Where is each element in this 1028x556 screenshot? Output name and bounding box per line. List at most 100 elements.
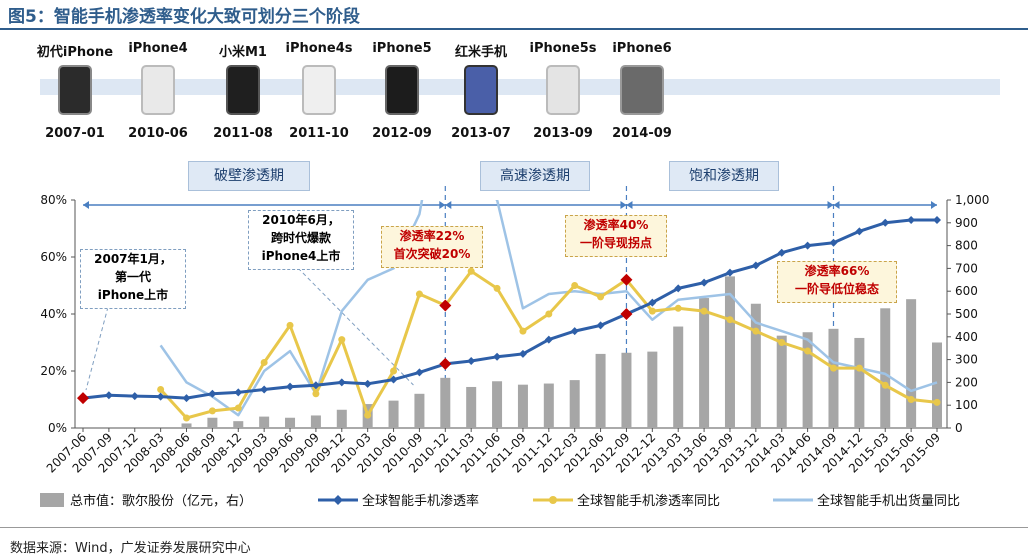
penetration-point bbox=[415, 368, 424, 377]
bar bbox=[388, 400, 399, 428]
phone-date: 2012-09 bbox=[372, 126, 432, 141]
y-right-tick-label: 0 bbox=[955, 421, 963, 435]
penetration-point bbox=[311, 381, 320, 390]
annotation-note: 2007年1月， 第一代 iPhone上市 bbox=[80, 249, 186, 309]
legend-item: 总市值：歌尔股份（亿元，右） bbox=[40, 490, 252, 509]
bar bbox=[336, 409, 347, 428]
legend-swatch-line bbox=[773, 498, 813, 501]
penetration-point bbox=[777, 248, 786, 257]
phone-date: 2014-09 bbox=[612, 126, 672, 141]
penetration-point bbox=[907, 215, 916, 224]
penetration-yoy-point bbox=[907, 396, 915, 403]
phone-item: 红米手机 2013-07 bbox=[439, 41, 523, 141]
shipment-yoy-line bbox=[159, 200, 938, 417]
penetration-point bbox=[674, 284, 683, 293]
penetration-yoy-point bbox=[415, 290, 423, 298]
bar bbox=[492, 381, 503, 428]
bar bbox=[880, 308, 891, 428]
penetration-yoy-point bbox=[157, 386, 165, 394]
legend-item: 全球智能手机渗透率同比 bbox=[533, 490, 720, 509]
bar bbox=[569, 380, 580, 428]
phase-arrowhead bbox=[827, 201, 834, 209]
note-line: 2010年6月， bbox=[262, 213, 340, 227]
phone-name: iPhone5 bbox=[372, 41, 432, 56]
phone-name: iPhone6 bbox=[612, 41, 672, 56]
y-left-tick-label: 80% bbox=[40, 193, 67, 207]
bar bbox=[440, 377, 451, 428]
note-line: iPhone4上市 bbox=[261, 249, 341, 263]
penetration-point bbox=[648, 298, 657, 307]
note-line: 渗透率66% bbox=[804, 264, 870, 278]
penetration-point bbox=[725, 268, 734, 277]
y-left-tick-label: 40% bbox=[40, 307, 67, 321]
penetration-yoy-point bbox=[597, 293, 605, 301]
phone-item: iPhone4s 2011-10 bbox=[277, 41, 361, 141]
phone-name: iPhone5s bbox=[529, 41, 597, 56]
phone-item: 小米M1 2011-08 bbox=[201, 41, 285, 141]
penetration-yoy-point bbox=[855, 364, 863, 372]
annotation-note: 2010年6月， 跨时代爆款 iPhone4上市 bbox=[248, 210, 354, 270]
y-right-tick-label: 700 bbox=[955, 261, 978, 275]
note-line: 一阶导低位稳态 bbox=[794, 282, 879, 296]
legend-label: 全球智能手机渗透率同比 bbox=[577, 494, 721, 509]
phone-item: iPhone5s 2013-09 bbox=[521, 41, 605, 141]
penetration-yoy-point bbox=[260, 358, 268, 366]
note-line: 2007年1月， bbox=[94, 252, 172, 266]
note-leader bbox=[85, 306, 109, 391]
penetration-yoy-point bbox=[390, 367, 398, 375]
penetration-point bbox=[881, 218, 890, 227]
penetration-point bbox=[104, 391, 113, 400]
penetration-point bbox=[389, 375, 398, 384]
penetration-point bbox=[855, 227, 864, 236]
phase-arrowhead bbox=[620, 201, 627, 209]
y-right-tick-label: 1,000 bbox=[955, 193, 989, 207]
penetration-point bbox=[130, 392, 139, 401]
phone-name: 红米手机 bbox=[454, 45, 507, 60]
bar bbox=[750, 303, 761, 428]
penetration-yoy-point bbox=[545, 310, 553, 318]
penetration-yoy-point bbox=[933, 398, 941, 406]
bar bbox=[854, 337, 865, 428]
phase-label: 高速渗透期 bbox=[480, 161, 590, 191]
bar bbox=[517, 384, 528, 428]
penetration-yoy-point bbox=[804, 347, 812, 355]
note-line: 首次突破20% bbox=[393, 247, 471, 261]
penetration-line bbox=[82, 218, 937, 400]
timeline-band bbox=[40, 79, 1000, 95]
bar bbox=[285, 417, 296, 428]
penetration-point bbox=[493, 352, 502, 361]
phone-item: iPhone6 2014-09 bbox=[600, 41, 684, 141]
penetration-group bbox=[79, 215, 941, 403]
bar bbox=[259, 416, 270, 428]
penetration-yoy-point bbox=[726, 316, 734, 324]
phone-item: 初代iPhone 2007-01 bbox=[33, 41, 117, 141]
legend-label: 总市值：歌尔股份（亿元，右） bbox=[70, 494, 253, 509]
y-right-tick-label: 900 bbox=[955, 216, 978, 230]
y-left-tick-label: 20% bbox=[40, 364, 67, 378]
phone-item: iPhone4 2010-06 bbox=[116, 41, 200, 141]
y-right-tick-label: 600 bbox=[955, 284, 978, 298]
bar bbox=[181, 423, 192, 428]
shipment-yoy-group bbox=[159, 200, 938, 417]
phone-date: 2010-06 bbox=[128, 126, 188, 141]
penetration-point bbox=[700, 278, 709, 287]
note-line: 渗透率40% bbox=[583, 218, 649, 232]
title-rule bbox=[0, 28, 1028, 30]
phase-label: 破壁渗透期 bbox=[188, 161, 310, 191]
bar bbox=[932, 342, 942, 428]
penetration-yoy-point bbox=[208, 407, 216, 415]
penetration-yoy-point bbox=[829, 364, 837, 372]
penetration-point bbox=[208, 389, 217, 398]
phone-image bbox=[141, 65, 175, 115]
bar bbox=[647, 351, 658, 428]
y-right-tick-label: 200 bbox=[955, 375, 978, 389]
penetration-yoy-point bbox=[183, 414, 191, 422]
note-line: 一阶导现拐点 bbox=[579, 236, 652, 250]
penetration-point bbox=[234, 388, 243, 397]
legend-swatch-line bbox=[533, 495, 573, 504]
phone-date: 2011-08 bbox=[213, 126, 273, 141]
phone-name: iPhone4 bbox=[128, 41, 188, 56]
phase-arrowhead bbox=[931, 201, 937, 209]
figure-title: 图5：智能手机渗透率变化大致可划分三个阶段 bbox=[8, 7, 360, 27]
penetration-yoy-point bbox=[674, 304, 682, 312]
